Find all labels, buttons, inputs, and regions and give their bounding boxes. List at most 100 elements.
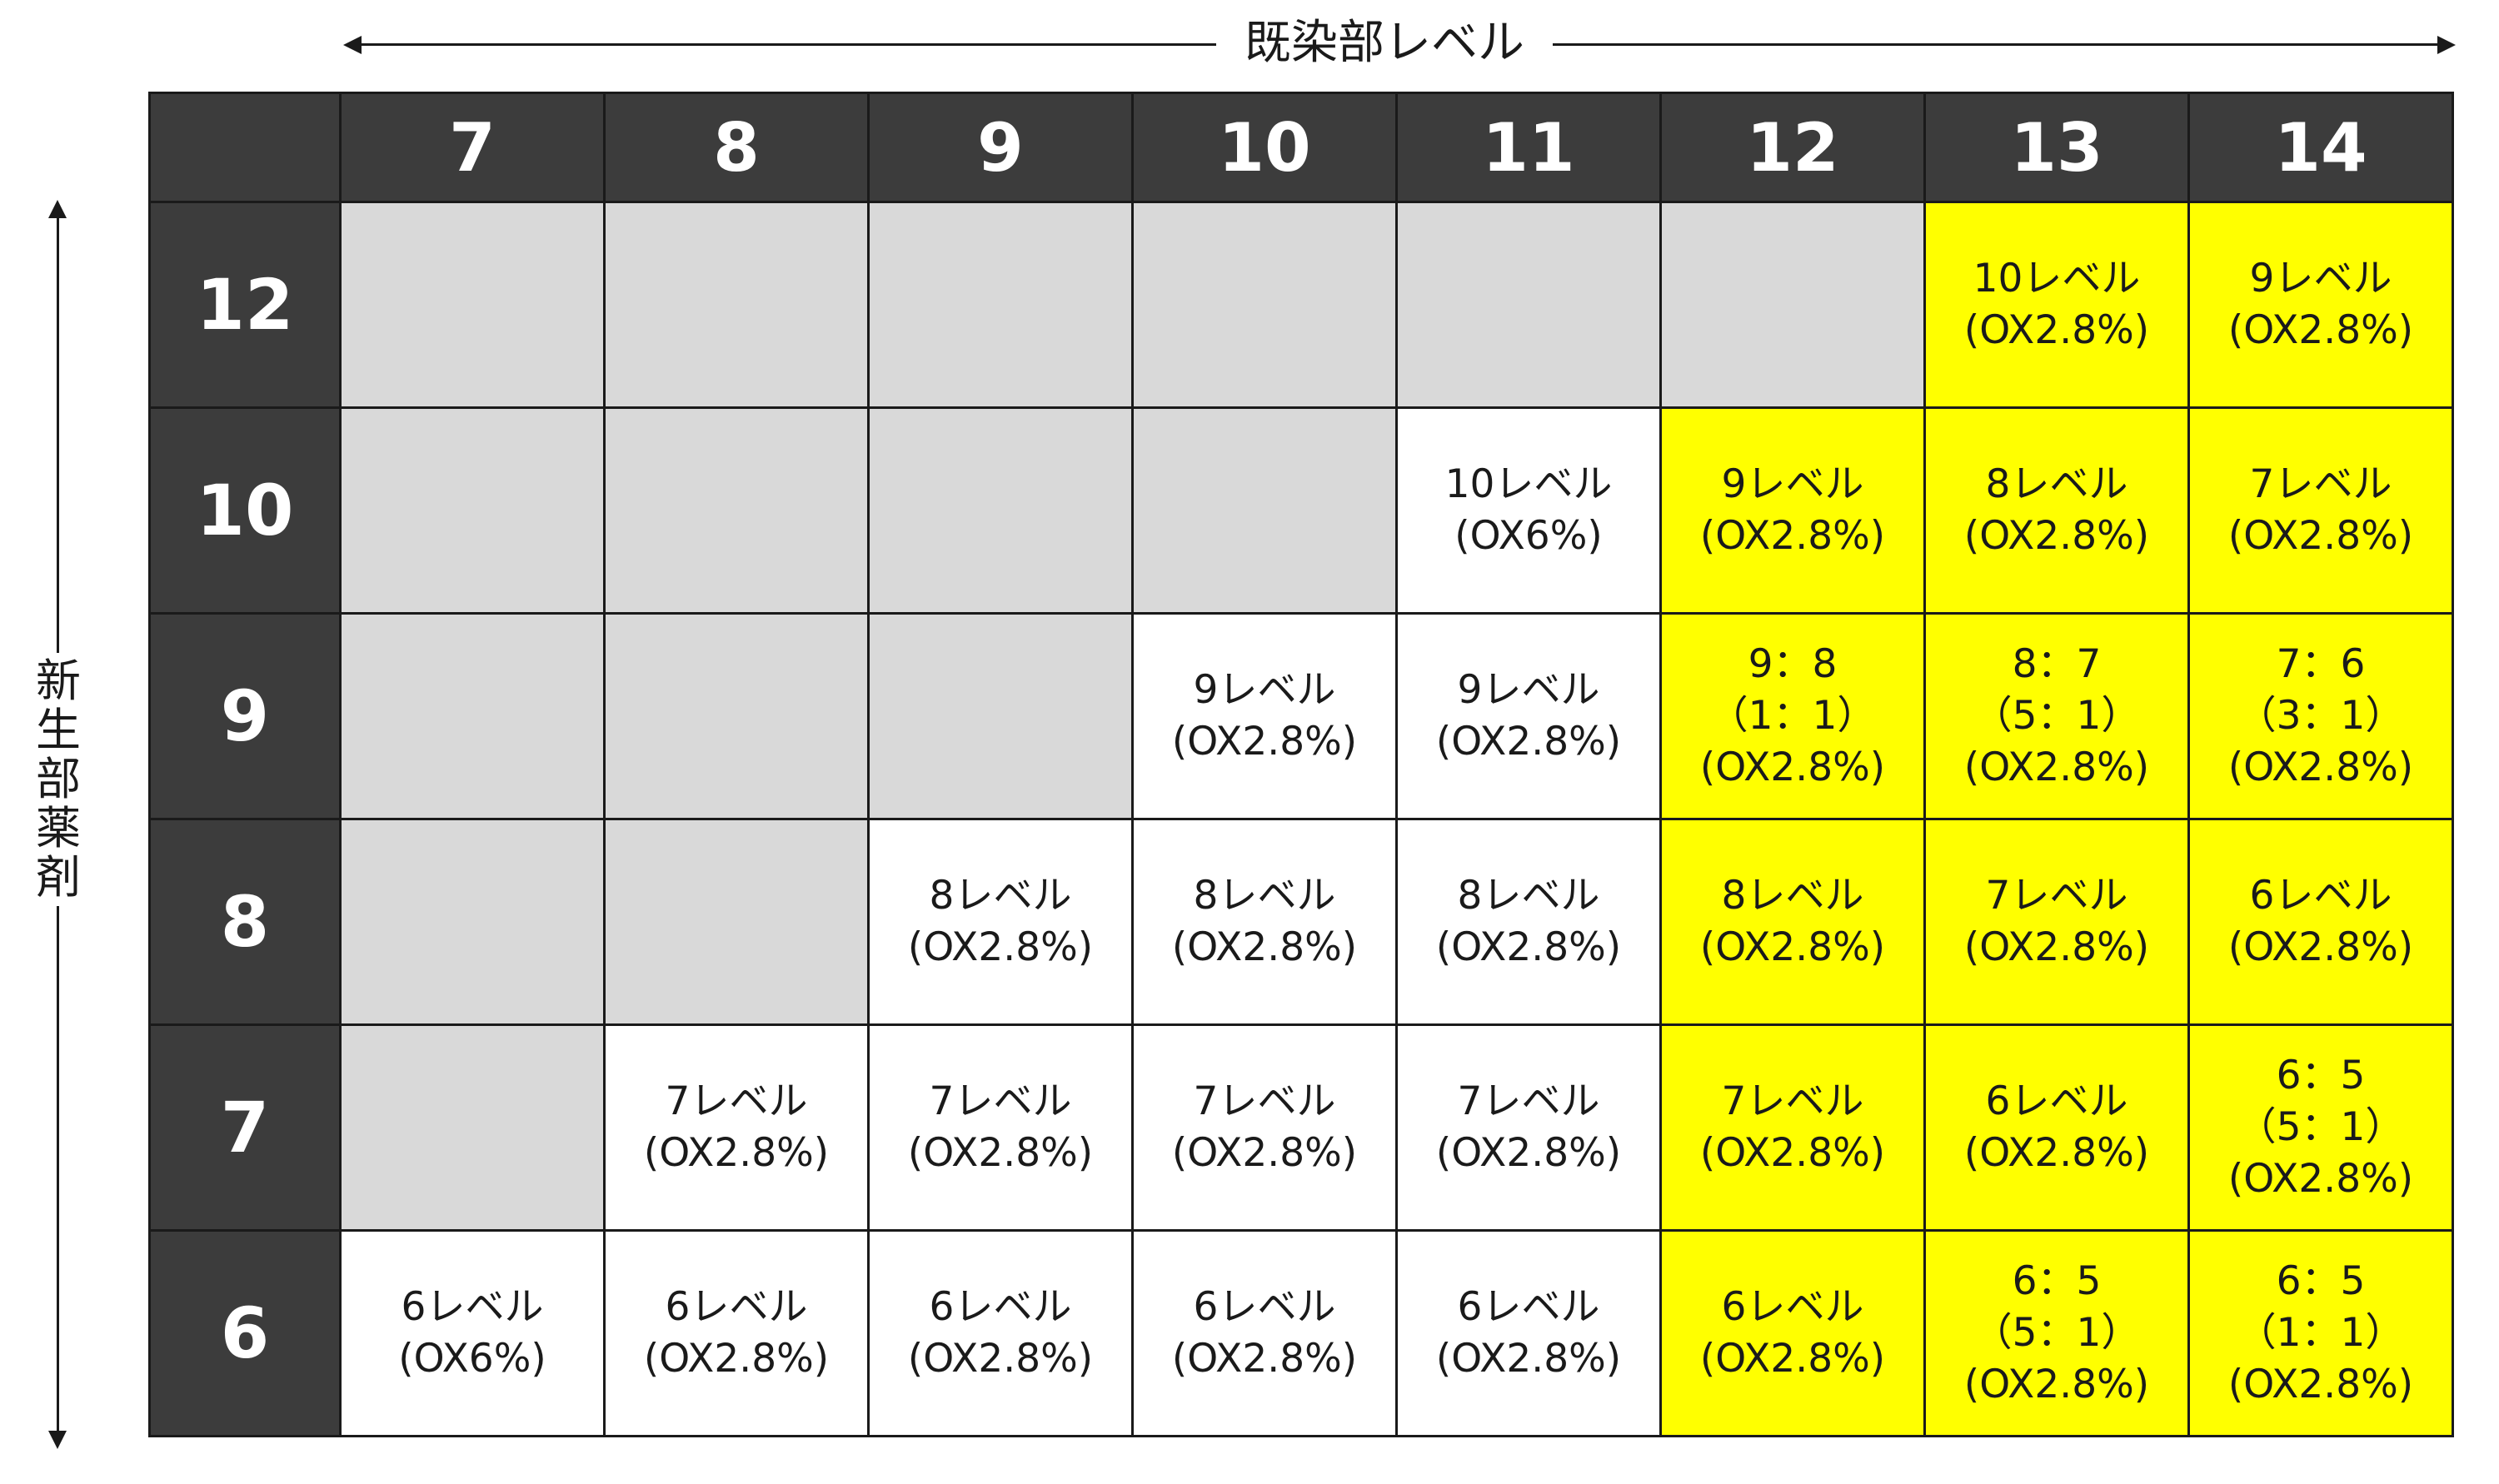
cell-text: 10レベル bbox=[1444, 461, 1613, 507]
cell-text: (OX2.8%) bbox=[1963, 513, 2150, 559]
cell-text: (OX2.8%) bbox=[907, 1336, 1094, 1382]
column-header-row: 7 8 9 10 11 12 13 14 bbox=[148, 92, 2454, 203]
cell-text: (OX2.8%) bbox=[1699, 513, 1886, 559]
matrix-cell: 6レベル (OX2.8%) bbox=[1923, 1023, 2190, 1232]
cell-text: 7レベル bbox=[2249, 461, 2392, 507]
cell-text: 9レベル bbox=[1193, 667, 1336, 713]
cell-text: 9レベル bbox=[1721, 461, 1864, 507]
cell-text: 9レベル bbox=[2249, 256, 2392, 301]
row-header: 7 bbox=[148, 1023, 342, 1232]
matrix-body: 12 10レベル (OX2.8%) 9レベル (OX2.8%) 10 10レベル (OX6%)… bbox=[148, 201, 2454, 1437]
cell-text: 6レベル bbox=[1193, 1284, 1336, 1330]
matrix-cell bbox=[603, 406, 870, 615]
cell-text: (OX2.8%) bbox=[1435, 1130, 1622, 1176]
matrix-cell bbox=[867, 406, 1134, 615]
matrix-cell: 7レベル (OX2.8%) bbox=[867, 1023, 1134, 1232]
table-row: 10 10レベル (OX6%) 9レベル (OX2.8%) 8レベル (OX2.8%) 7レベ… bbox=[148, 406, 2454, 615]
column-header: 10 bbox=[1131, 92, 1398, 203]
y-axis-label: 新生部薬剤 bbox=[36, 655, 81, 904]
matrix-cell: 6レベル (OX2.8%) bbox=[2187, 818, 2454, 1026]
table-row: 7 7レベル (OX2.8%) 7レベル (OX2.8%) 7レベル (OX2.8%) 7レベ… bbox=[148, 1023, 2454, 1232]
column-header: 14 bbox=[2187, 92, 2454, 203]
cell-text: 8レベル bbox=[1193, 873, 1336, 919]
matrix-cell: 8レベル (OX2.8%) bbox=[1659, 818, 1926, 1026]
arrow-up-icon bbox=[48, 200, 67, 218]
cell-text: 6レベル bbox=[2249, 873, 2392, 919]
matrix-cell: 6：5 （5：1） (OX2.8%) bbox=[1923, 1229, 2190, 1437]
cell-text: 7：6 bbox=[2276, 641, 2366, 687]
cell-text: (OX2.8%) bbox=[643, 1336, 830, 1382]
cell-text: 7レベル bbox=[1721, 1078, 1864, 1124]
cell-text: 7レベル bbox=[1457, 1078, 1600, 1124]
cell-text: (OX2.8%) bbox=[907, 924, 1094, 970]
cell-text: 6レベル bbox=[665, 1284, 808, 1330]
matrix-cell: 8レベル (OX2.8%) bbox=[1395, 818, 1662, 1026]
matrix-cell bbox=[603, 201, 870, 409]
cell-text: 6：5 bbox=[2276, 1258, 2366, 1304]
column-header: 12 bbox=[1659, 92, 1926, 203]
matrix-cell bbox=[339, 612, 606, 820]
y-axis-line-top bbox=[57, 213, 59, 653]
matrix-cell: 6レベル (OX2.8%) bbox=[603, 1229, 870, 1437]
cell-text: 9：8 bbox=[1748, 641, 1838, 687]
cell-text: 6レベル bbox=[1721, 1284, 1864, 1330]
y-axis: 新生部薬剤 bbox=[25, 200, 92, 1449]
cell-text: 7レベル bbox=[665, 1078, 808, 1124]
matrix-cell bbox=[339, 201, 606, 409]
matrix-cell: 10レベル (OX2.8%) bbox=[1923, 201, 2190, 409]
cell-text: (OX2.8%) bbox=[1963, 924, 2150, 970]
cell-text: 6：5 bbox=[2012, 1258, 2102, 1304]
matrix-cell bbox=[339, 818, 606, 1026]
column-header: 7 bbox=[339, 92, 606, 203]
matrix-cell: 6：5 （1：1） (OX2.8%) bbox=[2187, 1229, 2454, 1437]
cell-text: (OX2.8%) bbox=[1171, 924, 1358, 970]
cell-text: (OX2.8%) bbox=[1699, 1336, 1886, 1382]
matrix-cell: 6レベル (OX2.8%) bbox=[1659, 1229, 1926, 1437]
column-header: 8 bbox=[603, 92, 870, 203]
column-header: 9 bbox=[867, 92, 1134, 203]
cell-text: (OX2.8%) bbox=[907, 1130, 1094, 1176]
cell-text: (OX2.8%) bbox=[1171, 1336, 1358, 1382]
matrix-cell bbox=[1131, 201, 1398, 409]
matrix-cell bbox=[867, 201, 1134, 409]
matrix-cell bbox=[603, 612, 870, 820]
cell-text: (OX2.8%) bbox=[2227, 744, 2414, 790]
cell-text: (OX2.8%) bbox=[1963, 1362, 2150, 1407]
matrix-cell: 8：7 （5：1） (OX2.8%) bbox=[1923, 612, 2190, 820]
matrix-cell: 7レベル (OX2.8%) bbox=[2187, 406, 2454, 615]
matrix-cell: 6レベル (OX2.8%) bbox=[1131, 1229, 1398, 1437]
cell-text: (OX2.8%) bbox=[2227, 513, 2414, 559]
matrix-cell bbox=[1659, 201, 1926, 409]
matrix-cell bbox=[867, 612, 1134, 820]
matrix-cell bbox=[603, 818, 870, 1026]
cell-text: 8レベル bbox=[1457, 873, 1600, 919]
table-row: 12 10レベル (OX2.8%) 9レベル (OX2.8%) bbox=[148, 201, 2454, 409]
x-axis-line-left bbox=[350, 43, 1216, 46]
level-matrix: 7 8 9 10 11 12 13 14 12 10レベル (OX2.8%) 9レベル (OX2.8%… bbox=[148, 92, 2454, 1437]
cell-text: （3：1） bbox=[2237, 693, 2405, 739]
matrix-cell bbox=[1131, 406, 1398, 615]
y-axis-line-bottom bbox=[57, 906, 59, 1436]
cell-text: (OX2.8%) bbox=[1699, 1130, 1886, 1176]
row-header: 9 bbox=[148, 612, 342, 820]
cell-text: (OX2.8%) bbox=[1963, 744, 2150, 790]
cell-text: 7レベル bbox=[929, 1078, 1072, 1124]
matrix-cell: 10レベル (OX6%) bbox=[1395, 406, 1662, 615]
matrix-cell: 7レベル (OX2.8%) bbox=[1923, 818, 2190, 1026]
cell-text: （1：1） bbox=[1708, 693, 1877, 739]
matrix-cell: 6：5 （5：1） (OX2.8%) bbox=[2187, 1023, 2454, 1232]
cell-text: (OX2.8%) bbox=[1171, 719, 1358, 764]
cell-text: 9レベル bbox=[1457, 667, 1600, 713]
matrix-cell: 7レベル (OX2.8%) bbox=[1659, 1023, 1926, 1232]
cell-text: (OX6%) bbox=[1454, 513, 1603, 559]
matrix-cell: 8レベル (OX2.8%) bbox=[1131, 818, 1398, 1026]
matrix-cell: 8レベル (OX2.8%) bbox=[1923, 406, 2190, 615]
x-axis: 既染部レベル bbox=[343, 15, 2456, 73]
matrix-cell bbox=[339, 406, 606, 615]
x-axis-line-right bbox=[1553, 43, 2449, 46]
column-header: 13 bbox=[1923, 92, 2190, 203]
arrow-right-icon bbox=[2437, 36, 2456, 54]
matrix-cell: 9レベル (OX2.8%) bbox=[1131, 612, 1398, 820]
cell-text: 8レベル bbox=[929, 873, 1072, 919]
matrix-cell: 6レベル (OX6%) bbox=[339, 1229, 606, 1437]
